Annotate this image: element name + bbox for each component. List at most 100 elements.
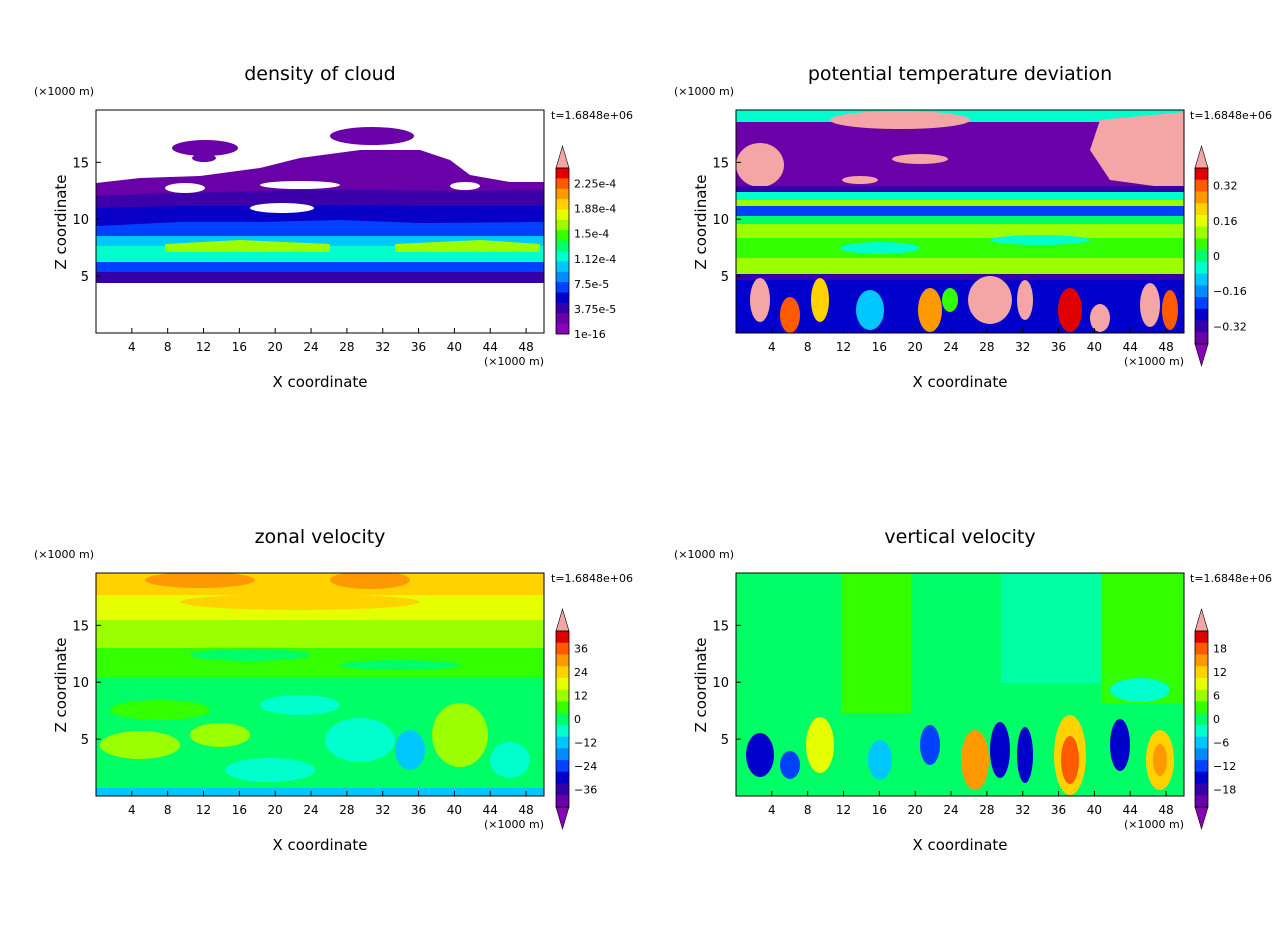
colorbar-segment [1195, 168, 1208, 181]
plot-field [96, 573, 544, 796]
x-tick-label: 16 [872, 803, 887, 817]
colorbar-label: 12 [574, 690, 588, 703]
time-label: t=1.6848e+06 [551, 109, 633, 122]
colorbar-segment [1195, 179, 1208, 192]
x-tick-label: 40 [447, 340, 462, 354]
x-tick-label: 28 [339, 803, 354, 817]
x-unit: (×1000 m) [1124, 355, 1184, 368]
x-tick-label: 16 [232, 340, 247, 354]
colorbar-segment [1195, 332, 1208, 345]
colorbar-frame [555, 167, 570, 335]
panel-potential-temperature-deviation: potential temperature deviation (×1000 m… [674, 63, 1272, 391]
colorbar-segment [556, 795, 569, 808]
x-tick-label: 32 [375, 340, 390, 354]
colorbar-extend-min [555, 806, 570, 831]
colorbar-segment [556, 642, 569, 655]
x-tick-label: 48 [1158, 803, 1173, 817]
colorbar-label: 36 [574, 643, 588, 656]
colorbar-label: 3.75e-5 [574, 303, 616, 316]
x-tick-label: 4 [128, 803, 136, 817]
colorbar-segment [556, 313, 569, 324]
colorbar-segment [556, 209, 569, 221]
y-unit: (×1000 m) [674, 85, 734, 98]
x-tick-label: 24 [303, 803, 318, 817]
colorbar-segment [1195, 795, 1208, 808]
panel-title: potential temperature deviation [808, 63, 1112, 85]
y-tick-label: 5 [721, 270, 729, 285]
colorbar-segment [556, 771, 569, 784]
colorbar-label: 1.12e-4 [574, 253, 616, 266]
x-tick-label: 24 [943, 340, 958, 354]
colorbar-segment [556, 292, 569, 304]
colorbar-label: −18 [1213, 783, 1236, 796]
x-tick-label: 28 [979, 803, 994, 817]
x-tick-label: 48 [518, 340, 533, 354]
colorbar-segment [1195, 748, 1208, 761]
colorbar-segment [556, 677, 569, 690]
colorbar-segment [1195, 285, 1208, 298]
colorbar-segment [556, 666, 569, 679]
x-tick-label: 24 [943, 803, 958, 817]
x-tick-label: 20 [908, 803, 923, 817]
colorbar-segment [1195, 689, 1208, 702]
y-tick-label: 15 [72, 156, 89, 171]
colorbar-segment [1195, 203, 1208, 216]
colorbar-extend-max [555, 607, 570, 632]
x-tick-label: 12 [836, 340, 851, 354]
colorbar-frame [1194, 167, 1209, 345]
colorbar-segment [556, 240, 569, 252]
time-label: t=1.6848e+06 [551, 572, 633, 585]
colorbar-label: 12 [1213, 666, 1227, 679]
x-tick-label: 4 [768, 803, 776, 817]
x-tick-label: 32 [1015, 803, 1030, 817]
y-axis-label: Z coordinate [692, 174, 710, 269]
colorbar-segment [1195, 666, 1208, 679]
colorbar-segment [556, 713, 569, 726]
x-tick-label: 44 [483, 340, 498, 354]
colorbar-segment [1195, 654, 1208, 667]
colorbar-segment [1195, 713, 1208, 726]
colorbar-label: −24 [574, 760, 597, 773]
x-tick-label: 20 [268, 803, 283, 817]
panel-title: vertical velocity [884, 526, 1035, 548]
colorbar-segment [1195, 642, 1208, 655]
colorbar-segment [1195, 760, 1208, 773]
time-label: t=1.6848e+06 [1190, 109, 1272, 122]
x-unit: (×1000 m) [484, 355, 544, 368]
plot-field [736, 110, 1184, 333]
x-tick-label: 16 [232, 803, 247, 817]
colorbar-segment [556, 631, 569, 644]
x-tick-label: 8 [164, 803, 172, 817]
colorbar-segment [556, 251, 569, 262]
panel-vertical-velocity: vertical velocity (×1000 m) t=1.6848e+06 [674, 526, 1272, 854]
y-tick-label: 5 [721, 733, 729, 748]
colorbar-label: −0.16 [1213, 285, 1247, 298]
colorbar-segment [1195, 701, 1208, 714]
colorbar-segment [556, 724, 569, 737]
panel-title: density of cloud [244, 63, 396, 85]
colorbar-extend-max [555, 144, 570, 169]
colorbar-label: 0.32 [1213, 180, 1238, 193]
colorbar-segment [556, 736, 569, 749]
y-unit: (×1000 m) [34, 548, 94, 561]
colorbar-frame [1194, 630, 1209, 808]
colorbar-extend-max [1194, 607, 1209, 632]
x-tick-label: 12 [196, 803, 211, 817]
y-tick-label: 10 [712, 213, 729, 228]
x-tick-label: 40 [1087, 803, 1102, 817]
y-unit: (×1000 m) [34, 85, 94, 98]
colorbar-label: −12 [574, 736, 597, 749]
x-tick-label: 48 [1158, 340, 1173, 354]
colorbar-segment [556, 760, 569, 773]
colorbar-segment [556, 261, 569, 273]
colorbar-label: 24 [574, 666, 588, 679]
colorbar-segment [1195, 191, 1208, 204]
x-tick-label: 4 [768, 340, 776, 354]
panel-density-of-cloud: density of cloud (×1000 m) t=1.6848e+06 … [34, 63, 633, 391]
colorbar-label: 7.5e-5 [574, 278, 609, 291]
colorbar-frame [555, 630, 570, 808]
x-tick-label: 44 [483, 803, 498, 817]
x-tick-label: 8 [164, 340, 172, 354]
